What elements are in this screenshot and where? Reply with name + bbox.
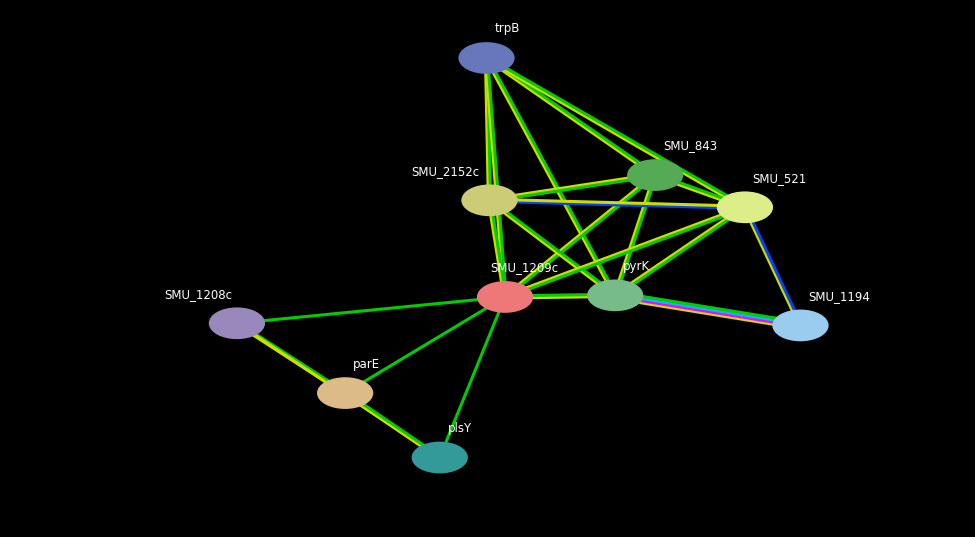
Text: SMU_521: SMU_521 (753, 172, 807, 185)
Text: SMU_1209c: SMU_1209c (490, 262, 559, 274)
Circle shape (318, 378, 372, 408)
Circle shape (588, 280, 643, 310)
Circle shape (459, 43, 514, 73)
Circle shape (718, 192, 772, 222)
Circle shape (210, 308, 264, 338)
Text: SMU_2152c: SMU_2152c (411, 165, 480, 178)
Circle shape (478, 282, 532, 312)
Text: pyrK: pyrK (623, 260, 650, 273)
Circle shape (773, 310, 828, 340)
Circle shape (462, 185, 517, 215)
Circle shape (412, 442, 467, 473)
Text: SMU_1194: SMU_1194 (808, 290, 870, 303)
Text: parE: parE (353, 358, 380, 371)
Text: trpB: trpB (494, 23, 520, 35)
Text: SMU_843: SMU_843 (663, 140, 718, 153)
Text: plsY: plsY (448, 422, 472, 435)
Circle shape (628, 160, 682, 190)
Text: SMU_1208c: SMU_1208c (164, 288, 232, 301)
